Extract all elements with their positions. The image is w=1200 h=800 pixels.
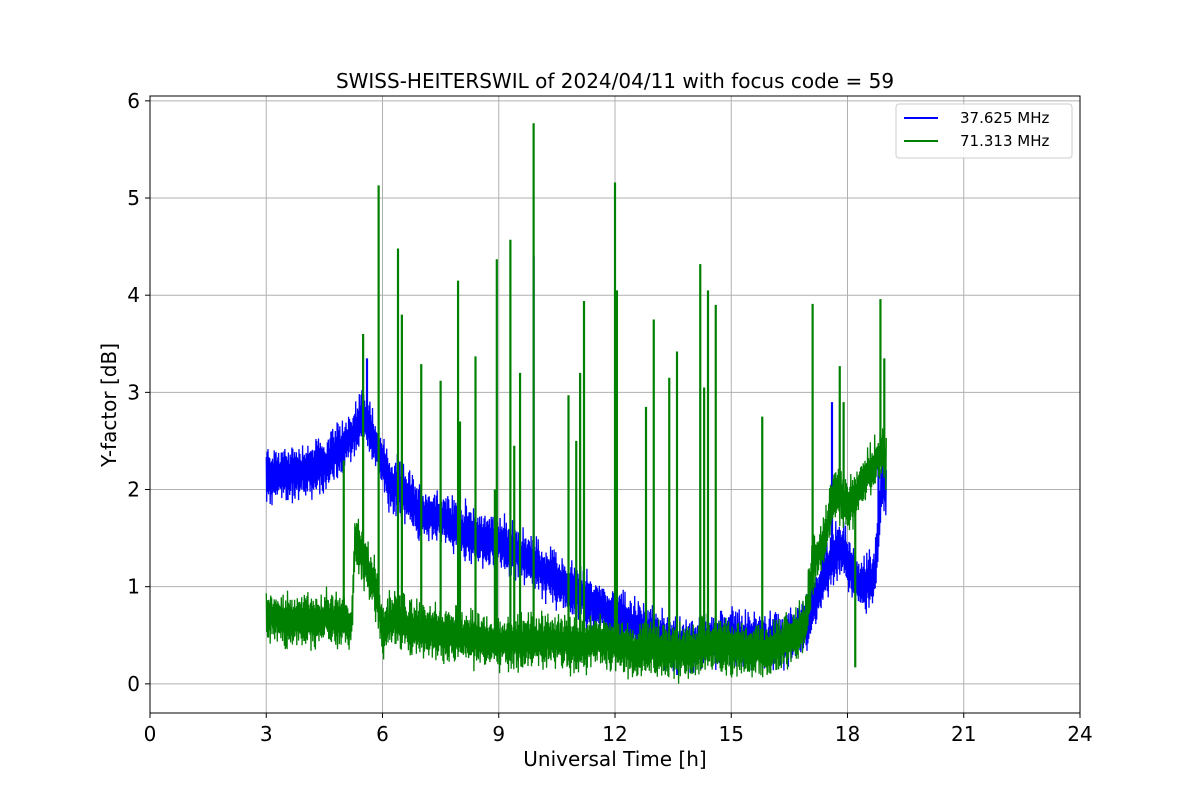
x-axis: 0 3 6 9 12 15 18 21 24 bbox=[144, 713, 1093, 746]
x-tick-label: 6 bbox=[376, 722, 389, 746]
x-tick-label: 0 bbox=[144, 722, 157, 746]
legend-label-series-1: 37.625 MHz bbox=[960, 109, 1049, 127]
x-tick-label: 9 bbox=[492, 722, 505, 746]
legend-box bbox=[895, 103, 1073, 159]
y-tick-label: 5 bbox=[127, 186, 140, 210]
y-tick-label: 3 bbox=[127, 380, 140, 404]
x-tick-label: 24 bbox=[1067, 722, 1092, 746]
x-tick-label: 3 bbox=[260, 722, 273, 746]
y-tick-label: 6 bbox=[127, 89, 140, 113]
y-axis-label: Y-factor [dB] bbox=[97, 343, 121, 468]
x-tick-label: 15 bbox=[719, 722, 744, 746]
y-tick-label: 4 bbox=[127, 283, 140, 307]
x-axis-label: Universal Time [h] bbox=[523, 747, 706, 771]
y-tick-label: 0 bbox=[127, 672, 140, 696]
plot-frame bbox=[149, 95, 1081, 714]
series-layer bbox=[265, 123, 887, 684]
legend-label-series-2: 71.313 MHz bbox=[960, 132, 1049, 150]
legend: 37.625 MHz 71.313 MHz bbox=[895, 103, 1073, 159]
y-tick-label: 2 bbox=[127, 478, 140, 502]
chart-title: SWISS-HEITERSWIL of 2024/04/11 with focu… bbox=[336, 69, 894, 93]
y-axis: 0 1 2 3 4 5 6 bbox=[127, 89, 150, 696]
y-tick-label: 1 bbox=[127, 575, 140, 599]
x-tick-label: 18 bbox=[835, 722, 860, 746]
x-tick-label: 21 bbox=[951, 722, 976, 746]
x-tick-label: 12 bbox=[602, 722, 627, 746]
